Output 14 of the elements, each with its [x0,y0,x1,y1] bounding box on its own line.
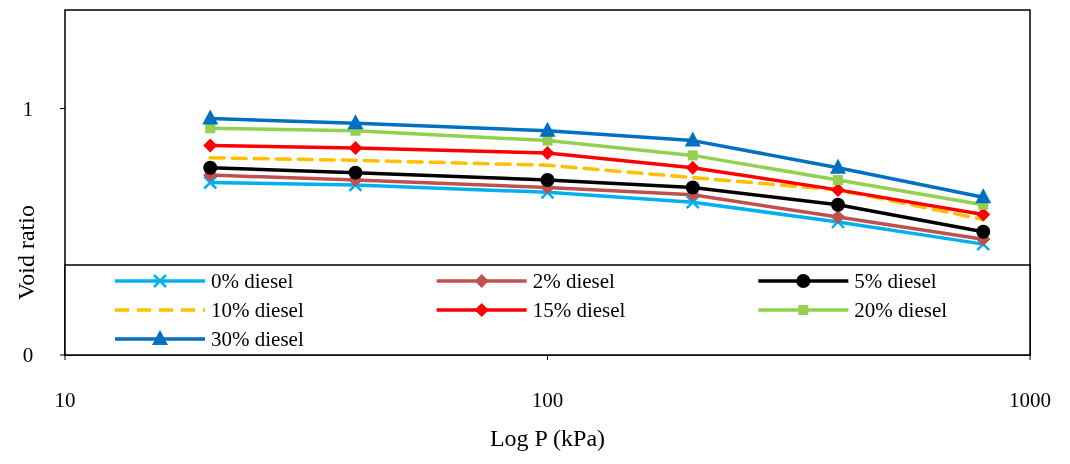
y-tick-label: 1 [22,96,34,121]
legend-label: 0% diesel [211,269,294,293]
legend-label: 2% diesel [532,269,616,293]
y-axis-title: Void ratio [13,205,39,300]
x-axis-title: Log P (kPa) [489,425,606,451]
x-tick-label: 100 [531,388,564,412]
legend-label: 10% diesel [211,298,304,322]
y-tick-label: 0 [22,343,34,368]
x-tick-label: 10 [54,388,76,412]
legend-label: 20% diesel [854,298,948,322]
legend-label: 15% diesel [532,298,626,322]
x-tick-label: 1000 [1009,388,1051,412]
legend-label: 30% diesel [211,327,304,351]
legend-label: 5% diesel [854,269,937,293]
